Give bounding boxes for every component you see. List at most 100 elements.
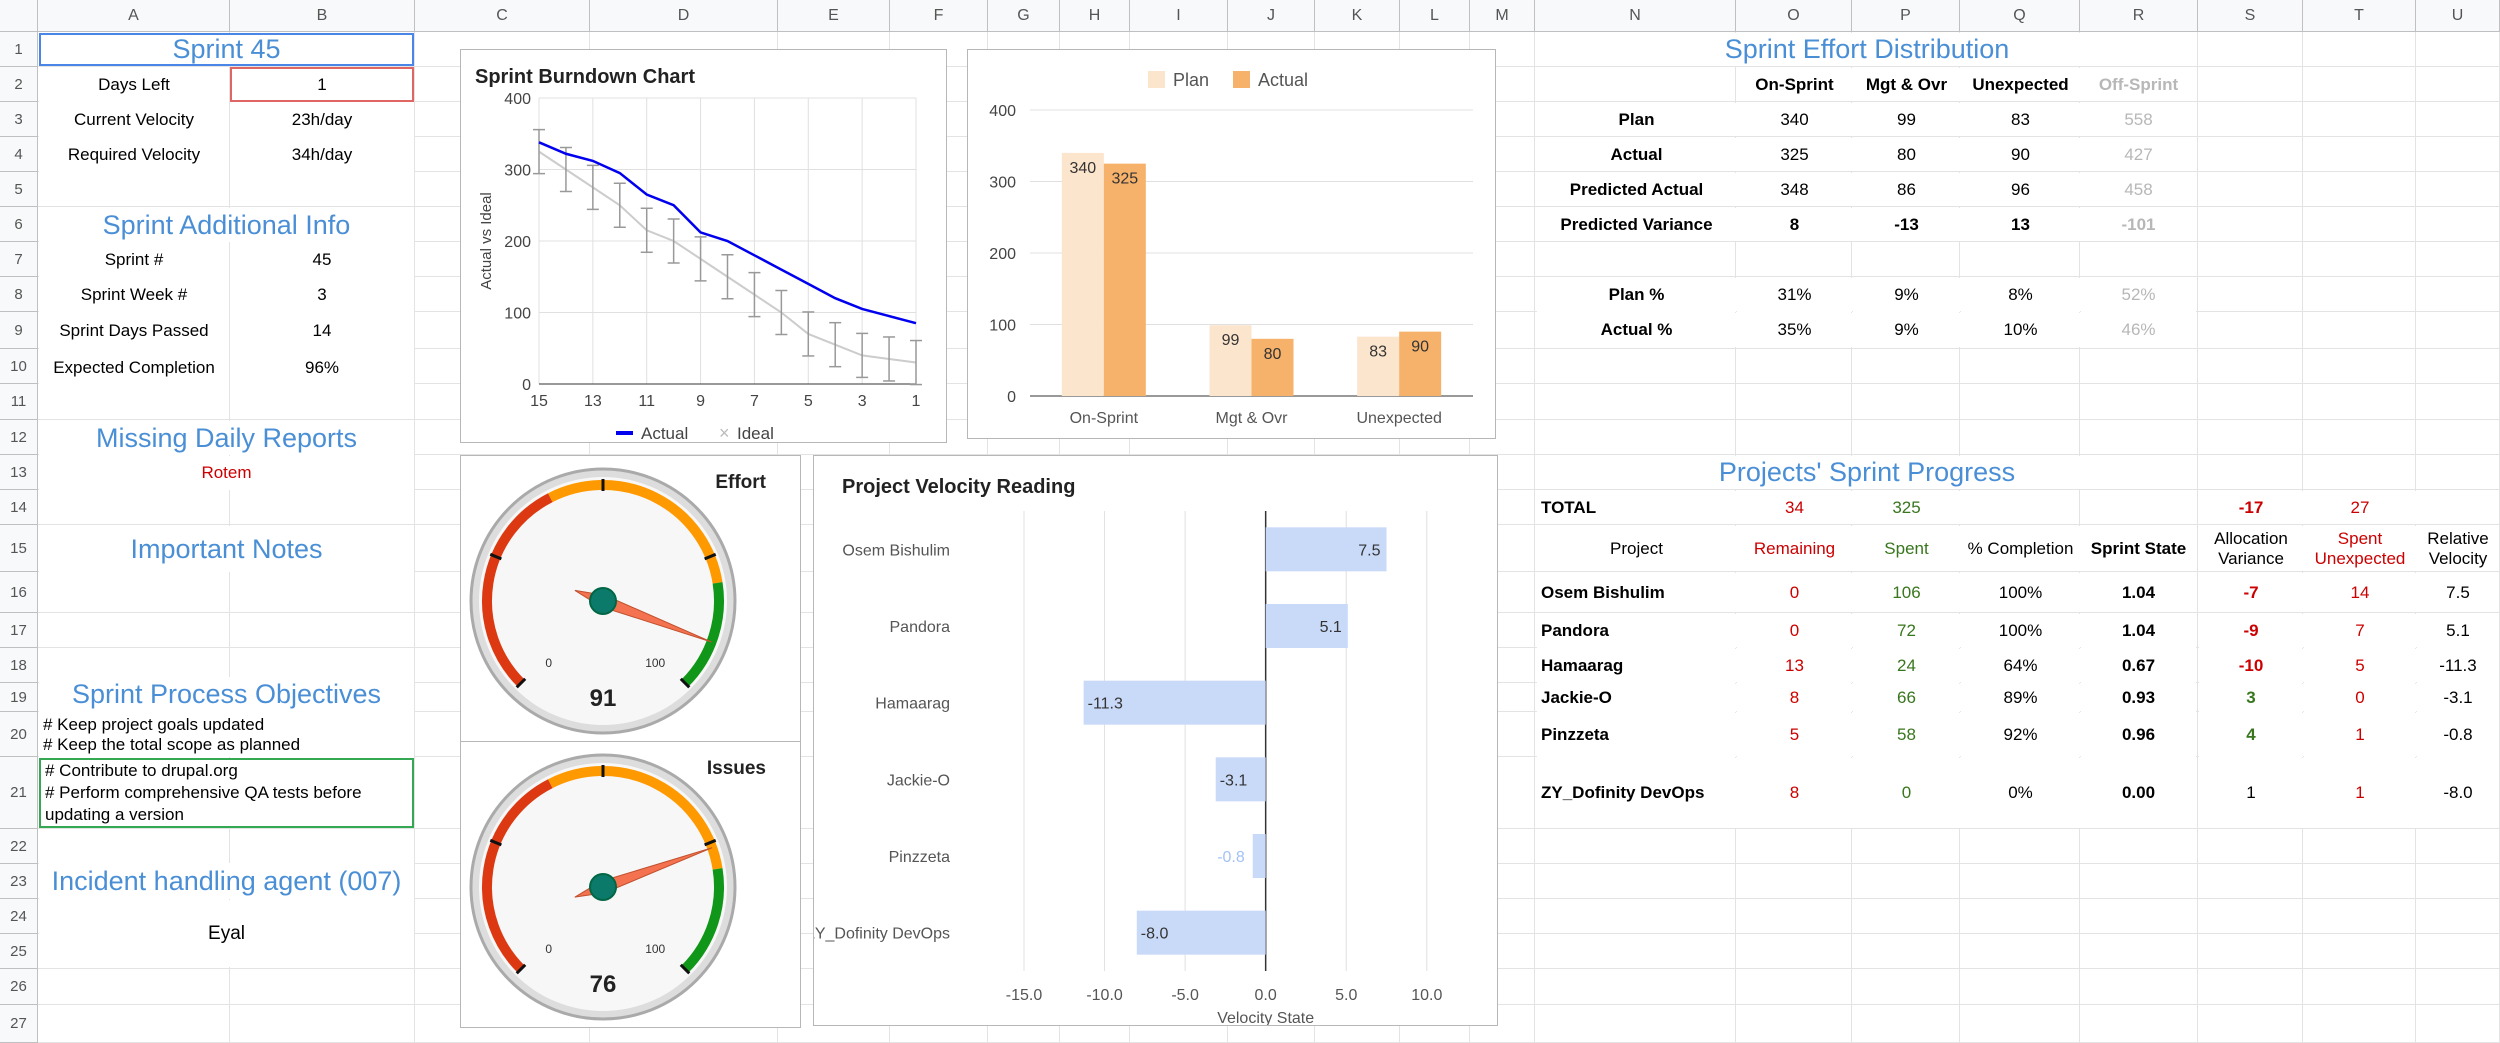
row-header-1[interactable]: 1 — [0, 32, 38, 67]
row-header-24[interactable]: 24 — [0, 899, 38, 934]
progress-cell[interactable]: 66 — [1853, 684, 1960, 712]
progress-total-label[interactable]: TOTAL — [1537, 491, 1736, 524]
distribution-pct-cell[interactable]: 46% — [2081, 313, 2196, 347]
distribution-header[interactable]: Unexpected — [1961, 68, 2080, 101]
objectives-text-1[interactable]: # Keep project goals updated # Keep the … — [39, 712, 414, 757]
row-header-25[interactable]: 25 — [0, 934, 38, 969]
progress-cell[interactable]: 1.04 — [2081, 573, 2196, 612]
progress-cell[interactable]: 24 — [1853, 649, 1960, 683]
effort-gauge[interactable]: 0 100 91 Effort — [460, 455, 801, 742]
distribution-pct-cell[interactable]: 31% — [1737, 278, 1852, 312]
row-header-17[interactable]: 17 — [0, 613, 38, 648]
distribution-row-label[interactable]: Actual — [1537, 138, 1736, 171]
row-header-14[interactable]: 14 — [0, 490, 38, 525]
progress-cell[interactable]: 89% — [1961, 684, 2080, 712]
progress-cell[interactable]: 13 — [1737, 649, 1852, 683]
progress-cell[interactable]: 100% — [1961, 614, 2080, 648]
days-left-label[interactable]: Days Left — [39, 68, 229, 102]
progress-cell[interactable]: 5.1 — [2417, 614, 2499, 648]
row-header-12[interactable]: 12 — [0, 420, 38, 455]
column-header-l[interactable]: L — [1400, 0, 1470, 32]
progress-header[interactable]: % Completion — [1961, 526, 2080, 571]
distribution-cell[interactable]: -13 — [1853, 208, 1960, 241]
progress-cell[interactable]: 106 — [1853, 573, 1960, 612]
column-header-p[interactable]: P — [1852, 0, 1960, 32]
progress-cell[interactable]: -9 — [2199, 614, 2303, 648]
column-header-r[interactable]: R — [2080, 0, 2198, 32]
column-header-u[interactable]: U — [2416, 0, 2500, 32]
progress-cell[interactable]: 7.5 — [2417, 573, 2499, 612]
progress-cell[interactable]: 1.04 — [2081, 614, 2196, 648]
distribution-cell[interactable]: 325 — [1737, 138, 1852, 171]
row-header-18[interactable]: 18 — [0, 648, 38, 683]
objectives-text-2[interactable]: # Contribute to drupal.org # Perform com… — [39, 758, 414, 828]
column-header-o[interactable]: O — [1736, 0, 1852, 32]
progress-total-remaining[interactable]: 34 — [1737, 491, 1852, 524]
progress-total-spent[interactable]: 325 — [1853, 491, 1960, 524]
row-header-7[interactable]: 7 — [0, 242, 38, 277]
progress-header[interactable]: Allocation Variance — [2199, 526, 2303, 571]
progress-cell[interactable]: ZY_Dofinity DevOps — [1537, 758, 1736, 828]
progress-cell[interactable]: Osem Bishulim — [1537, 573, 1736, 612]
distribution-cell[interactable]: 96 — [1961, 173, 2080, 206]
column-header-j[interactable]: J — [1228, 0, 1315, 32]
progress-cell[interactable]: 3 — [2199, 684, 2303, 712]
progress-cell[interactable]: 0.00 — [2081, 758, 2196, 828]
distribution-row-label[interactable]: Predicted Variance — [1537, 208, 1736, 241]
distribution-pct-cell[interactable]: 10% — [1961, 313, 2080, 347]
column-header-m[interactable]: M — [1470, 0, 1535, 32]
current-velocity-label[interactable]: Current Velocity — [39, 103, 229, 137]
column-header-i[interactable]: I — [1130, 0, 1228, 32]
column-header-b[interactable]: B — [230, 0, 415, 32]
notes-title[interactable]: Important Notes — [39, 526, 414, 572]
progress-cell[interactable]: 0 — [1737, 614, 1852, 648]
days-passed-label[interactable]: Sprint Days Passed — [39, 313, 229, 349]
progress-cell[interactable]: 0 — [1853, 758, 1960, 828]
column-header-s[interactable]: S — [2198, 0, 2303, 32]
column-header-g[interactable]: G — [988, 0, 1060, 32]
distribution-cell[interactable]: -101 — [2081, 208, 2196, 241]
row-header-26[interactable]: 26 — [0, 969, 38, 1005]
burndown-chart[interactable]: Sprint Burndown Chart 0 100 200 300 400 15 13 11… — [460, 49, 947, 443]
progress-header[interactable]: Spent — [1853, 526, 1960, 571]
distribution-row-label[interactable]: Predicted Actual — [1537, 173, 1736, 206]
column-header-q[interactable]: Q — [1960, 0, 2080, 32]
progress-cell[interactable]: 1 — [2304, 758, 2416, 828]
days-left-value[interactable]: 1 — [230, 67, 414, 102]
distribution-pct-cell[interactable]: 35% — [1737, 313, 1852, 347]
days-passed-value[interactable]: 14 — [230, 313, 414, 349]
distribution-cell[interactable]: 80 — [1853, 138, 1960, 171]
progress-cell[interactable]: Pandora — [1537, 614, 1736, 648]
missing-reports-title[interactable]: Missing Daily Reports — [39, 421, 414, 455]
distribution-pct-cell[interactable]: 9% — [1853, 313, 1960, 347]
column-header-e[interactable]: E — [778, 0, 890, 32]
incident-title[interactable]: Incident handling agent (007) — [39, 863, 414, 899]
distribution-cell[interactable]: 8 — [1737, 208, 1852, 241]
column-header-f[interactable]: F — [890, 0, 988, 32]
distribution-row-label[interactable]: Plan — [1537, 103, 1736, 136]
column-header-h[interactable]: H — [1060, 0, 1130, 32]
row-header-20[interactable]: 20 — [0, 712, 38, 757]
column-header-d[interactable]: D — [590, 0, 778, 32]
issues-gauge[interactable]: 0 100 76 Issues — [460, 741, 801, 1028]
progress-cell[interactable]: 64% — [1961, 649, 2080, 683]
distribution-header[interactable]: Mgt & Ovr — [1853, 68, 1960, 101]
row-header-13[interactable]: 13 — [0, 455, 38, 490]
distribution-cell[interactable]: 99 — [1853, 103, 1960, 136]
progress-cell[interactable]: 14 — [2304, 573, 2416, 612]
column-header-k[interactable]: K — [1315, 0, 1400, 32]
row-header-8[interactable]: 8 — [0, 277, 38, 312]
required-velocity-label[interactable]: Required Velocity — [39, 138, 229, 172]
sprint-number-label[interactable]: Sprint # — [39, 243, 229, 277]
effort-bar-chart[interactable]: Plan Actual 0 100 200 300 400 340 325 On-Sprint 99… — [967, 49, 1496, 439]
progress-cell[interactable]: -8.0 — [2417, 758, 2499, 828]
missing-report-name[interactable]: Rotem — [39, 456, 414, 490]
progress-cell[interactable]: 5 — [1737, 713, 1852, 757]
required-velocity-value[interactable]: 34h/day — [230, 138, 414, 172]
incident-agent[interactable]: Eyal — [39, 900, 414, 967]
progress-cell[interactable]: 100% — [1961, 573, 2080, 612]
progress-cell[interactable]: -3.1 — [2417, 684, 2499, 712]
sprint-week-value[interactable]: 3 — [230, 278, 414, 312]
progress-cell[interactable]: 0.67 — [2081, 649, 2196, 683]
distribution-cell[interactable]: 90 — [1961, 138, 2080, 171]
